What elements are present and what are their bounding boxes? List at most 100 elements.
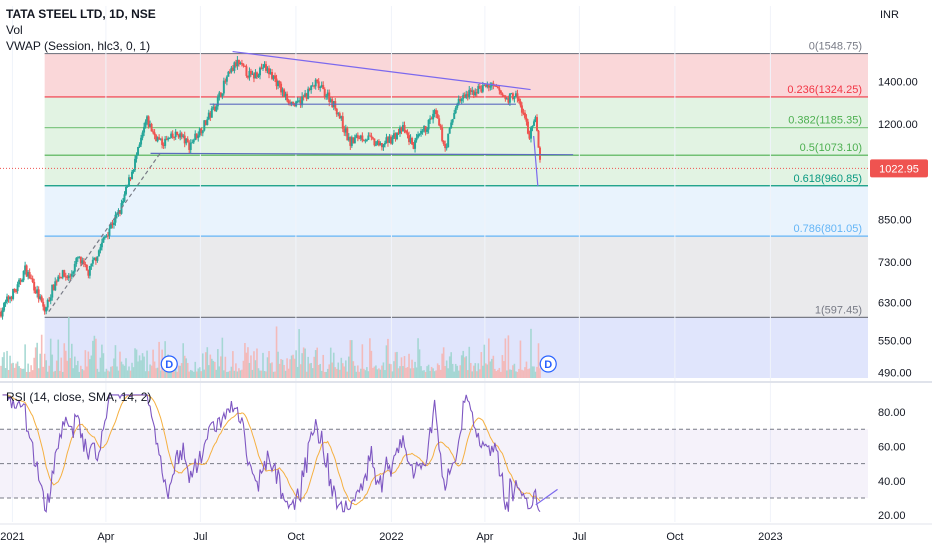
- candle-body: [198, 128, 201, 136]
- candle-body: [510, 93, 513, 95]
- volume-bar: [513, 363, 516, 378]
- volume-bar: [22, 368, 25, 378]
- candle-body: [111, 223, 114, 226]
- volume-bar: [439, 369, 442, 378]
- candle-body: [156, 137, 159, 142]
- volume-bar: [77, 360, 79, 378]
- candle-body: [240, 62, 243, 64]
- candle-body: [439, 125, 442, 128]
- candle-body: [531, 125, 534, 128]
- volume-bar: [75, 365, 78, 378]
- fib-label-0.236: 0.236(1324.25): [787, 84, 862, 96]
- volume-legend[interactable]: Vol: [6, 23, 23, 37]
- volume-bar: [435, 370, 437, 378]
- candle-body: [260, 67, 263, 69]
- candle-body: [225, 76, 228, 82]
- volume-bar: [58, 370, 61, 378]
- volume-bar: [525, 361, 528, 378]
- volume-bar: [421, 370, 424, 378]
- candle-body: [118, 210, 121, 214]
- candle-body: [459, 98, 462, 101]
- volume-bar: [465, 356, 468, 378]
- candle-body: [171, 133, 174, 138]
- candle-body: [19, 279, 22, 282]
- candle-body: [368, 135, 371, 137]
- candle-body: [350, 137, 353, 146]
- candle-body: [471, 90, 474, 92]
- volume-bar: [453, 371, 455, 378]
- volume-bar: [144, 371, 147, 378]
- candle-body: [197, 135, 200, 138]
- candle-body: [36, 289, 39, 294]
- volume-bar: [346, 371, 349, 378]
- candle-body: [54, 281, 57, 291]
- dividend-marker-icon: [539, 355, 557, 373]
- volume-bar: [512, 365, 514, 378]
- volume-bar: [201, 353, 204, 378]
- rsi-tick-label: 80.00: [878, 407, 906, 419]
- candle-body: [495, 85, 498, 87]
- candle-body: [427, 119, 430, 130]
- candle-body: [450, 122, 453, 128]
- volume-bar: [349, 340, 352, 378]
- candle-body: [534, 117, 537, 122]
- volume-bar: [78, 371, 81, 378]
- candle-body: [436, 114, 439, 119]
- volume-bar: [497, 369, 499, 378]
- rsi-legend[interactable]: RSI (14, close, SMA, 14, 2): [6, 390, 152, 404]
- time-tick-label: 2022: [379, 531, 403, 543]
- symbol-title[interactable]: TATA STEEL LTD, 1D, NSE: [6, 7, 156, 21]
- volume-bar: [1, 357, 4, 378]
- volume-bar: [390, 364, 392, 378]
- candle-body: [129, 177, 132, 180]
- volume-bar: [131, 362, 133, 378]
- volume-bar: [367, 371, 370, 378]
- volume-bar: [189, 369, 192, 378]
- volume-bar: [259, 370, 261, 378]
- volume-bar: [212, 360, 215, 378]
- candle-body: [441, 127, 444, 141]
- volume-bar: [89, 359, 91, 378]
- candle-body: [528, 133, 531, 139]
- volume-bar: [138, 355, 141, 378]
- candle-body: [228, 71, 231, 73]
- volume-bar: [400, 357, 403, 378]
- volume-bar: [501, 355, 504, 378]
- volume-bar: [69, 358, 72, 378]
- candle-body: [185, 138, 188, 144]
- volume-bar: [463, 357, 466, 378]
- candle-body: [325, 95, 328, 97]
- candle-body: [3, 303, 6, 311]
- candle-body: [222, 80, 225, 94]
- candle-body: [380, 143, 383, 148]
- candle-body: [109, 223, 112, 229]
- volume-bar: [16, 361, 19, 378]
- candle-body: [87, 270, 90, 276]
- volume-bar: [480, 352, 483, 378]
- vwap-legend[interactable]: VWAP (Session, hlc3, 0, 1): [6, 39, 151, 53]
- rsi-sma-line: [2, 394, 541, 506]
- volume-bar: [399, 366, 401, 378]
- candle-body: [323, 89, 326, 97]
- volume-bar: [293, 358, 296, 378]
- candle-body: [179, 133, 182, 138]
- volume-bar: [382, 362, 385, 378]
- volume-bar: [251, 369, 254, 378]
- rsi-pane: 20.00 40.00 60.00 80.00: [0, 394, 906, 522]
- volume-bar: [25, 371, 28, 378]
- volume-bar: [370, 350, 373, 378]
- candle-body: [391, 137, 394, 144]
- candle-body: [97, 250, 100, 257]
- candle-body: [138, 144, 141, 148]
- volume-bar: [489, 361, 492, 378]
- candle-body: [149, 124, 152, 127]
- candle-body: [361, 135, 364, 141]
- candle-body: [164, 138, 167, 146]
- candle-body: [243, 65, 246, 67]
- volume-bar: [406, 367, 409, 378]
- candle-body: [352, 137, 355, 144]
- candle-body: [526, 121, 529, 134]
- volume-bar: [54, 370, 57, 378]
